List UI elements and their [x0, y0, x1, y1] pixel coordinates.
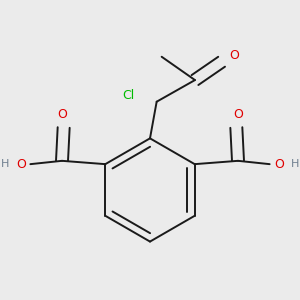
- Text: O: O: [16, 158, 26, 171]
- Text: O: O: [274, 158, 284, 171]
- Text: O: O: [229, 49, 239, 62]
- Text: H: H: [290, 159, 299, 169]
- Text: H: H: [1, 159, 10, 169]
- Text: O: O: [233, 108, 243, 122]
- Text: Cl: Cl: [122, 88, 134, 102]
- Text: O: O: [57, 108, 67, 122]
